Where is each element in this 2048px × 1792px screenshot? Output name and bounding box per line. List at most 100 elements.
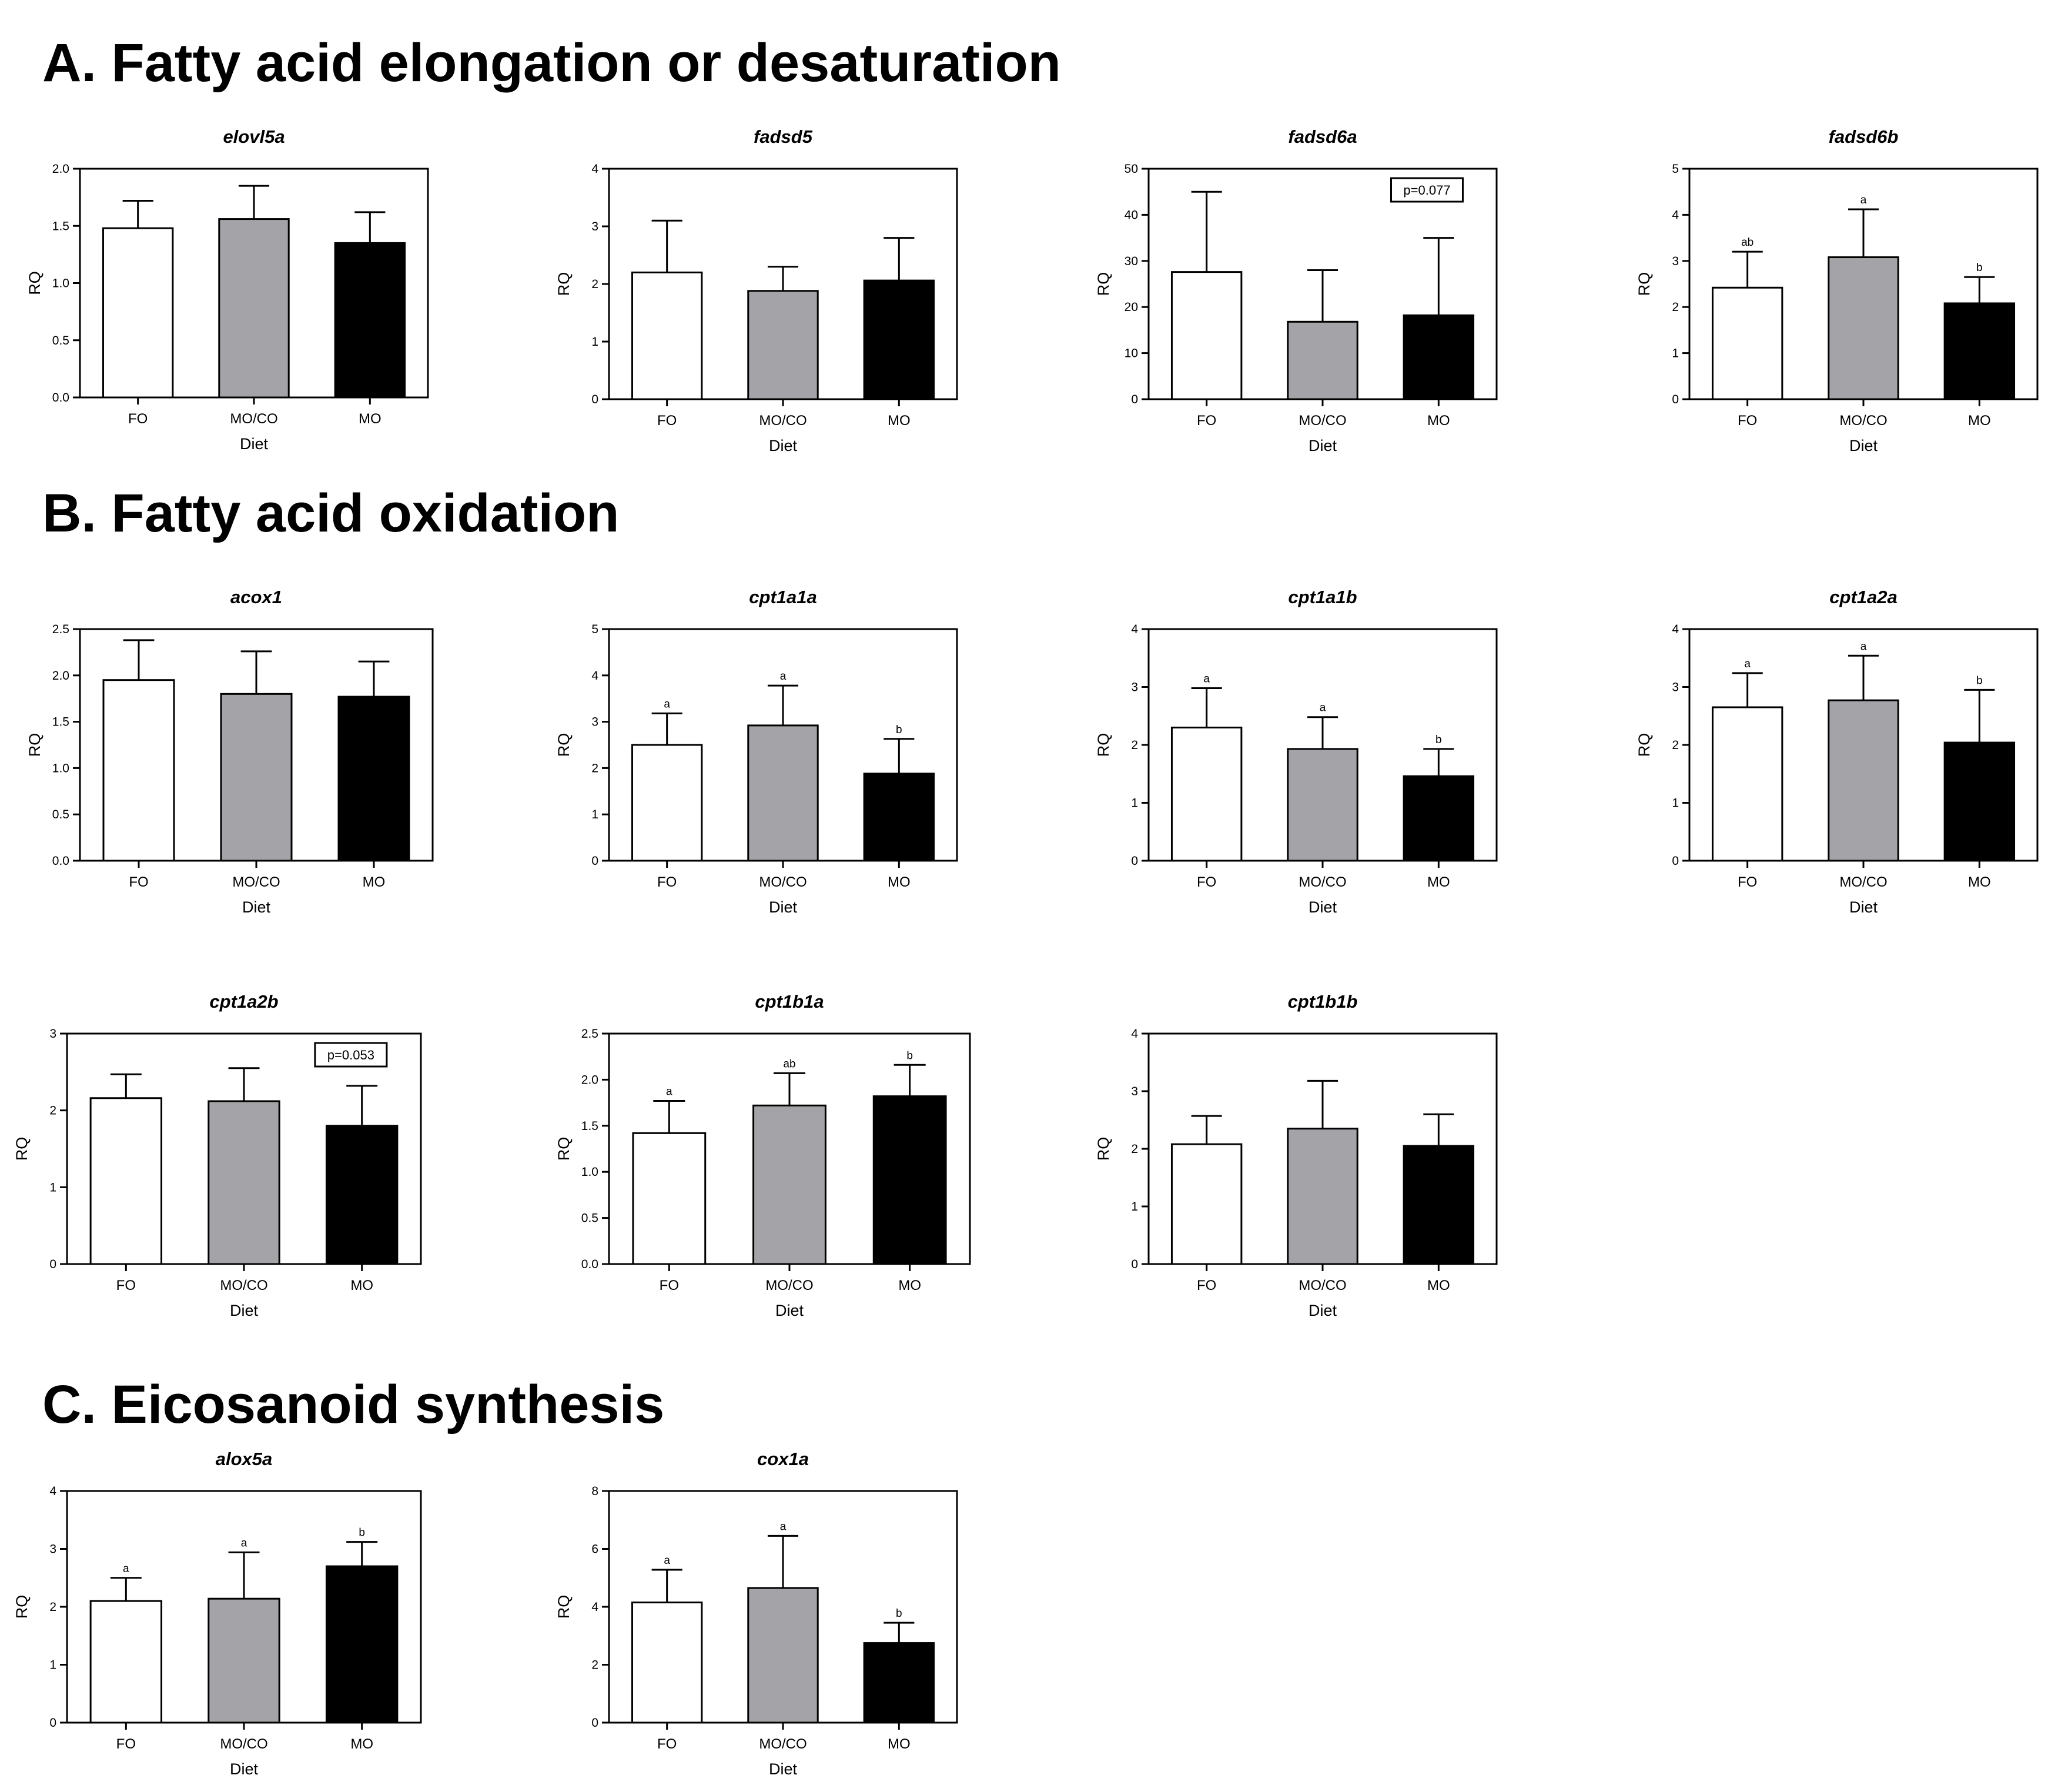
panel-cpt1a2a-sig-letter-mo: b — [1976, 674, 1983, 687]
section-title-c: C. Eicosanoid synthesis — [42, 1375, 664, 1435]
panel-cox1a-ytick-label: 6 — [591, 1543, 598, 1556]
panel-cpt1a2a-title: cpt1a2a — [1829, 587, 1897, 607]
panel-cpt1a2a-ytick-label: 3 — [1672, 681, 1679, 694]
panel-cpt1a1a-bar-fo — [631, 744, 703, 862]
panel-cpt1a1a-ylabel: RQ — [555, 733, 573, 757]
panel-cpt1b1b-xtick-label-fo: FO — [1197, 1278, 1216, 1293]
panel-acox1-bar-mo — [337, 696, 410, 862]
panel-acox1-xtick-label-mo: MO — [363, 874, 386, 890]
panel-elovl5a-ytick-label: 1.0 — [52, 277, 69, 290]
panel-cpt1a2a-xtick-label-mo: MO — [1968, 874, 1991, 890]
panel-alox5a-ytick-label: 0 — [49, 1716, 56, 1730]
section-title-a: A. Fatty acid elongation or desaturation — [42, 33, 1061, 93]
panel-cpt1a2b-bar-mo — [325, 1125, 399, 1265]
panel-cpt1b1b-xlabel: Diet — [1309, 1302, 1337, 1319]
panel-cox1a-bar-fo — [631, 1602, 703, 1724]
panel-alox5a-xtick-label-mo: MO — [350, 1736, 373, 1752]
panel-cpt1a1a-xtick-label-mo: MO — [888, 874, 911, 890]
panel-cpt1a1b-xlabel: Diet — [1309, 898, 1337, 916]
panel-cpt1a2b-xtick-label-mo-co: MO/CO — [220, 1278, 267, 1293]
panel-acox1-xtick-label-mo-co: MO/CO — [232, 874, 280, 890]
panel-elovl5a-ytick-label: 1.5 — [52, 219, 69, 233]
panel-cpt1b1b-ytick-label: 2 — [1131, 1142, 1138, 1156]
panel-fadsd6b-xtick-label-fo: FO — [1738, 413, 1757, 429]
panel-fadsd6a-ytick-label: 20 — [1125, 300, 1138, 314]
panel-fadsd6a-bar-mo-co — [1287, 320, 1358, 400]
panel-cpt1b1a-ytick-label: 2.0 — [581, 1073, 598, 1086]
panel-fadsd6a-ytick-label: 50 — [1125, 162, 1138, 176]
panel-cpt1a2b-ytick-label: 2 — [49, 1104, 56, 1118]
panel-cpt1a1a-sig-letter-mo: b — [896, 724, 902, 736]
panel-acox1-ytick-label: 2.5 — [52, 623, 69, 636]
panel-cpt1a1a-ytick-label: 5 — [591, 623, 598, 636]
panel-cpt1a1a-xlabel: Diet — [769, 898, 798, 916]
panel-cpt1a1b-ytick-label: 0 — [1131, 854, 1138, 868]
panel-cox1a-sig-letter-fo: a — [664, 1554, 670, 1567]
panel-cpt1a2a-xtick-label-fo: FO — [1738, 874, 1757, 890]
panel-alox5a-ytick-label: 1 — [49, 1659, 56, 1672]
panel-cox1a-ytick-label: 8 — [591, 1485, 598, 1498]
panel-cpt1a2a-sig-letter-mo-co: a — [1860, 640, 1867, 653]
panel-fadsd6b-sig-letter-mo: b — [1976, 262, 1983, 274]
panel-fadsd5: fadsd5 0 1 2 3 4 RQ FO MO/CO MO Diet — [555, 126, 958, 454]
panel-cpt1a2b-pvalue: p=0.053 — [327, 1048, 374, 1062]
panel-cpt1a2b-pvalue-box — [314, 1042, 388, 1068]
panel-fadsd5-xtick-label-mo: MO — [888, 413, 911, 429]
panel-fadsd5-ytick-label: 1 — [591, 335, 598, 349]
panel-cpt1a2b-ytick-label: 1 — [49, 1181, 56, 1194]
panel-cpt1b1b: cpt1b1b 0 1 2 3 4 RQ FO MO/CO MO Diet — [1095, 991, 1498, 1319]
panel-cpt1a1b-ytick-label: 2 — [1131, 738, 1138, 752]
panel-fadsd6a-pvalue: p=0.077 — [1403, 183, 1450, 198]
panel-alox5a-sig-letter-mo-co: a — [241, 1537, 247, 1549]
panel-fadsd6b-ytick-label: 3 — [1672, 255, 1679, 268]
panel-elovl5a-bar-mo-co — [218, 218, 290, 399]
panel-acox1-ytick-label: 0.5 — [52, 808, 69, 821]
panel-alox5a-bar-fo — [89, 1600, 163, 1724]
panel-fadsd6a-pvalue-box — [1390, 177, 1464, 203]
panel-elovl5a-bar-mo — [334, 242, 406, 399]
panel-fadsd6b-ylabel: RQ — [1635, 272, 1653, 296]
panel-elovl5a-bar-fo — [102, 227, 174, 399]
panel-cpt1b1a-sig-letter-mo-co: ab — [783, 1058, 795, 1070]
panel-cpt1a1b-bar-mo-co — [1287, 748, 1358, 862]
panel-cpt1a1b-bar-fo — [1170, 726, 1243, 862]
panel-cpt1b1a-xtick-label-mo-co: MO/CO — [765, 1278, 813, 1293]
panel-cpt1b1b-ylabel: RQ — [1095, 1137, 1112, 1161]
panel-cox1a-ylabel: RQ — [555, 1595, 573, 1619]
panel-alox5a-sig-letter-mo: b — [359, 1527, 365, 1539]
panel-cpt1a1a-ytick-label: 3 — [591, 716, 598, 729]
panel-fadsd6b-xtick-label-mo: MO — [1968, 413, 1991, 429]
panel-cpt1a1b-ytick-label: 1 — [1131, 797, 1138, 810]
panel-cpt1b1a-ytick-label: 1.0 — [581, 1165, 598, 1179]
panel-cpt1a2b-title: cpt1a2b — [209, 991, 278, 1012]
panel-cpt1b1b-xtick-label-mo: MO — [1427, 1278, 1450, 1293]
panel-fadsd5-xtick-label-mo-co: MO/CO — [759, 413, 807, 429]
panel-alox5a-xlabel: Diet — [230, 1760, 259, 1778]
panel-fadsd5-title: fadsd5 — [754, 126, 813, 147]
panel-fadsd5-bar-mo — [863, 279, 935, 400]
panel-cox1a-bar-mo-co — [747, 1587, 819, 1724]
panel-elovl5a-xtick-label-fo: FO — [128, 411, 148, 427]
panel-acox1-ytick-label: 0.0 — [52, 854, 69, 868]
panel-cpt1a2b-bar-fo — [89, 1097, 163, 1265]
panel-acox1-ytick-label: 1.5 — [52, 716, 69, 729]
panel-fadsd6a-ytick-label: 30 — [1125, 255, 1138, 268]
panel-cpt1a1a-title: cpt1a1a — [749, 587, 816, 607]
panel-acox1-bar-fo — [102, 679, 175, 862]
panel-fadsd6b-bar-mo — [1943, 302, 2016, 400]
panel-acox1-ylabel: RQ — [26, 733, 43, 757]
panel-fadsd6b-ytick-label: 4 — [1672, 208, 1679, 222]
panel-fadsd5-bar-fo — [631, 271, 703, 400]
panel-elovl5a: elovl5a 0.0 0.5 1.0 1.5 2.0 RQ FO MO/CO MO Diet — [26, 126, 429, 453]
panel-cox1a-ytick-label: 0 — [591, 1716, 598, 1730]
panel-cpt1b1b-bar-mo — [1403, 1145, 1475, 1265]
panel-cpt1b1b-ytick-label: 3 — [1131, 1085, 1138, 1098]
panel-cpt1a2a: cpt1a2a 0 1 2 3 4 RQ a FO a MO/CO b MO Diet — [1635, 587, 2039, 916]
panel-elovl5a-ylabel: RQ — [26, 271, 43, 295]
panel-cpt1a1b-xtick-label-mo: MO — [1427, 874, 1450, 890]
panel-fadsd5-ytick-label: 4 — [591, 162, 598, 176]
panel-fadsd6a-xtick-label-fo: FO — [1197, 413, 1216, 429]
